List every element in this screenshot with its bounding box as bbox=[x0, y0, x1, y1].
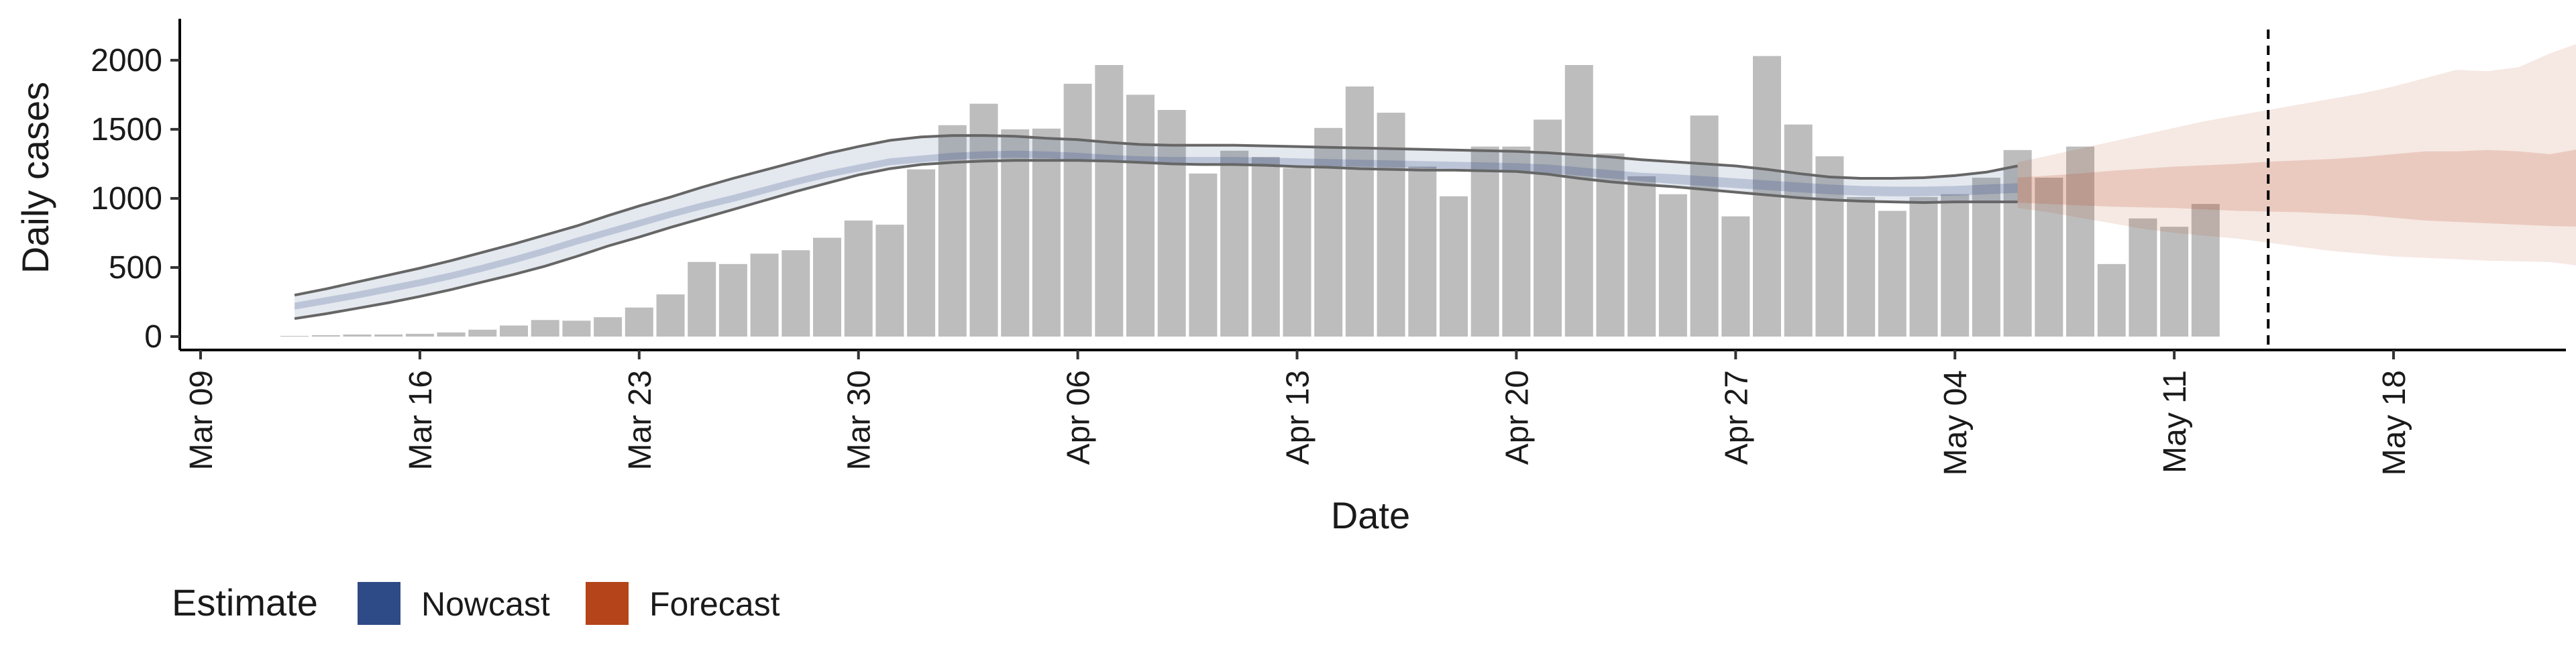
bar bbox=[2129, 218, 2157, 337]
nowcast-lower-line bbox=[294, 159, 2018, 320]
forecast-inner-band bbox=[2017, 150, 2576, 227]
bar bbox=[1314, 127, 1343, 337]
bar bbox=[938, 125, 967, 337]
y-tick-label: 1000 bbox=[91, 181, 162, 217]
bar bbox=[1972, 178, 2000, 337]
bar bbox=[625, 307, 653, 337]
bar bbox=[1941, 194, 1970, 337]
x-tick-label: May 04 bbox=[1938, 370, 1974, 475]
bar bbox=[1721, 216, 1750, 337]
bar bbox=[969, 103, 998, 337]
bar bbox=[1220, 150, 1249, 337]
x-tick-label: Mar 16 bbox=[403, 370, 439, 470]
bar bbox=[1909, 196, 1938, 337]
bar bbox=[1847, 196, 1876, 337]
bar bbox=[500, 325, 528, 337]
bar bbox=[1815, 156, 1844, 337]
bar bbox=[468, 329, 497, 337]
legend-label-forecast: Forecast bbox=[649, 585, 780, 623]
x-tick-label: May 11 bbox=[2157, 370, 2193, 473]
bar bbox=[594, 317, 623, 337]
bar bbox=[562, 320, 591, 337]
bar bbox=[1502, 146, 1531, 337]
x-tick-label: May 18 bbox=[2377, 370, 2412, 475]
x-tick-label: Mar 09 bbox=[184, 370, 219, 470]
bar bbox=[280, 336, 309, 337]
bar bbox=[750, 253, 779, 337]
bar bbox=[844, 220, 873, 337]
bar bbox=[688, 261, 716, 337]
legend-key-forecast bbox=[586, 582, 629, 625]
bar bbox=[907, 169, 936, 337]
bar bbox=[405, 333, 434, 337]
y-tick-label: 0 bbox=[144, 319, 162, 355]
bar bbox=[1564, 65, 1593, 337]
bar bbox=[1440, 196, 1468, 337]
bar bbox=[875, 225, 904, 337]
forecast-outer-band bbox=[2017, 44, 2576, 266]
y-tick-label: 500 bbox=[109, 250, 162, 286]
y-tick-label: 2000 bbox=[91, 43, 162, 78]
bar bbox=[2191, 204, 2220, 337]
bar bbox=[1251, 157, 1280, 337]
bar bbox=[1658, 194, 1687, 337]
bar bbox=[1189, 173, 1218, 337]
bar bbox=[311, 335, 340, 337]
bar bbox=[1001, 129, 1030, 337]
bar bbox=[1095, 65, 1124, 337]
x-tick-label: Apr 13 bbox=[1281, 370, 1316, 465]
x-tick-label: Mar 23 bbox=[623, 370, 658, 470]
y-tick-label: 1500 bbox=[91, 112, 162, 148]
bar bbox=[1784, 124, 1813, 337]
bar bbox=[1408, 166, 1437, 337]
axes-layer: 0 500 1000 1500 2000 Mar 09 Mar 16 Mar 23 Mar 30… bbox=[91, 19, 2566, 475]
bar bbox=[1126, 95, 1155, 337]
bars-layer bbox=[280, 56, 2220, 337]
x-axis-title: Date bbox=[1331, 494, 1410, 536]
bar bbox=[1345, 86, 1374, 337]
y-axis-title: Daily cases bbox=[14, 82, 56, 274]
bar bbox=[2003, 150, 2032, 337]
bar bbox=[1377, 113, 1405, 337]
x-tick-label: Apr 20 bbox=[1499, 370, 1535, 465]
bar bbox=[2066, 146, 2094, 337]
bar bbox=[1470, 146, 1499, 337]
bar bbox=[782, 250, 810, 337]
bar bbox=[1690, 115, 1719, 337]
bar bbox=[437, 332, 466, 337]
lines-layer bbox=[294, 30, 2270, 350]
bar bbox=[2035, 178, 2063, 337]
bar bbox=[531, 320, 559, 337]
bar bbox=[1032, 128, 1061, 337]
x-tick-label: Mar 30 bbox=[842, 370, 877, 470]
legend-key-nowcast bbox=[358, 582, 400, 625]
nowcast-upper-line bbox=[294, 134, 2018, 297]
bar bbox=[343, 334, 372, 337]
bar bbox=[1157, 110, 1186, 337]
bar bbox=[1534, 119, 1562, 337]
bar bbox=[1063, 83, 1092, 337]
bar bbox=[2160, 227, 2189, 337]
legend-label-nowcast: Nowcast bbox=[421, 585, 550, 623]
bar bbox=[656, 294, 685, 337]
legend: Estimate Nowcast Forecast bbox=[172, 581, 780, 625]
bar bbox=[813, 237, 841, 337]
bar bbox=[2097, 263, 2126, 337]
bar bbox=[718, 263, 747, 337]
x-tick-label: Apr 06 bbox=[1061, 370, 1097, 465]
bar bbox=[374, 334, 403, 337]
bar bbox=[1283, 168, 1311, 337]
legend-title: Estimate bbox=[172, 581, 318, 624]
x-tick-label: Apr 27 bbox=[1719, 370, 1754, 465]
bar bbox=[1878, 211, 1907, 337]
bar bbox=[1627, 176, 1656, 337]
